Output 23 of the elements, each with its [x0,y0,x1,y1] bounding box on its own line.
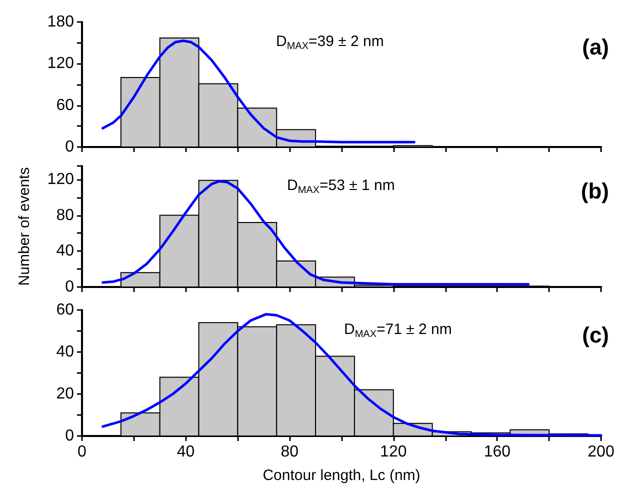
y-tick-label: 60 [56,302,74,318]
x-axis-title: Contour length, Lc (nm) [262,467,420,484]
annotation: (c) [582,322,610,348]
x-tick-label: 80 [280,444,299,460]
y-tick-label: 0 [65,138,74,156]
y-tick-label: 40 [56,242,74,260]
y-tick-label: 60 [56,96,74,114]
y-tick-label: 0 [65,278,74,296]
y-tick-label: 120 [47,170,74,188]
x-tick-label: 120 [380,444,407,460]
y-tick-label: 120 [47,55,74,72]
x-tick-label: 200 [588,444,614,460]
x-tick-label: 160 [484,444,511,460]
y-axis-title: Number of events [16,167,33,286]
x-tick-label: 40 [176,444,195,460]
y-tick-label: 20 [56,386,74,402]
y-tick-label: 80 [56,206,74,224]
annotation: (b) [580,178,610,204]
annotation: (a) [582,34,610,60]
y-tick-label: 180 [47,14,74,30]
y-tick-label: 40 [56,344,74,360]
y-tick-label: 0 [65,428,74,444]
x-tick-label: 0 [78,444,87,460]
